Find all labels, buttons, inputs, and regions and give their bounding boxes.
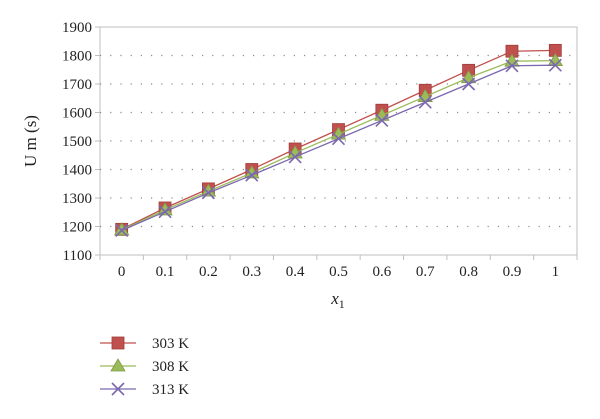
y-tick-label: 1600 — [62, 106, 92, 122]
x-marker — [331, 132, 346, 146]
x-marker — [462, 77, 476, 91]
legend-item: 308 K — [100, 358, 189, 375]
x-axis-title-main: x — [330, 289, 339, 308]
series-group — [113, 43, 564, 238]
legend-item: 303 K — [100, 336, 189, 352]
x-marker — [115, 223, 129, 238]
x-marker — [505, 59, 519, 73]
y-tick-label: 1700 — [62, 77, 92, 93]
series-x — [115, 58, 562, 238]
x-tick-label: 0.1 — [156, 264, 175, 280]
legend-triangle-marker — [110, 358, 126, 372]
x-tick-label: 0.3 — [242, 264, 261, 280]
legend: 303 K 308 K 313 K — [100, 336, 189, 398]
x-marker — [245, 168, 259, 182]
legend-item: 313 K — [100, 382, 189, 398]
x-tick-label: 0 — [118, 264, 126, 280]
y-tick-label: 1400 — [62, 163, 92, 179]
y-axis-ticks: 1100 1200 1300 1400 1500 1600 1700 1800 1900 — [62, 20, 100, 264]
x-marker — [375, 113, 389, 128]
x-tick-label: 0.4 — [286, 264, 305, 280]
legend-square-marker — [111, 336, 125, 350]
x-tick-label: 0.5 — [329, 264, 348, 280]
x-marker — [201, 186, 215, 200]
x-tick-label: 0.6 — [372, 264, 391, 280]
x-axis-ticks: 0 0.1 0.2 0.3 0.4 0.5 0.6 0.7 0.8 0.9 1 — [99, 255, 578, 280]
x-tick-label: 0.7 — [416, 264, 435, 280]
x-axis-title-subscript: 1 — [339, 297, 345, 311]
x-axis-title: x1 — [330, 289, 345, 311]
legend-label: 308 K — [152, 359, 189, 375]
x-marker — [418, 95, 432, 109]
y-tick-label: 1800 — [62, 49, 92, 65]
x-tick-label: 1 — [552, 264, 560, 280]
x-marker — [158, 205, 172, 219]
y-tick-label: 1100 — [63, 248, 92, 264]
x-marker — [548, 58, 562, 72]
x-tick-label: 0.8 — [459, 264, 478, 280]
plot-area — [99, 26, 578, 256]
y-tick-label: 1300 — [62, 191, 92, 207]
y-tick-label: 1900 — [62, 20, 92, 36]
legend-label: 303 K — [152, 336, 189, 352]
legend-label: 313 K — [152, 382, 189, 398]
x-tick-label: 0.9 — [503, 264, 522, 280]
y-tick-label: 1500 — [62, 134, 92, 150]
y-axis-title: U m (s) — [21, 115, 40, 167]
x-marker — [288, 150, 302, 164]
y-tick-label: 1200 — [62, 220, 92, 236]
x-tick-label: 0.2 — [199, 264, 218, 280]
legend-x-marker — [111, 382, 125, 396]
